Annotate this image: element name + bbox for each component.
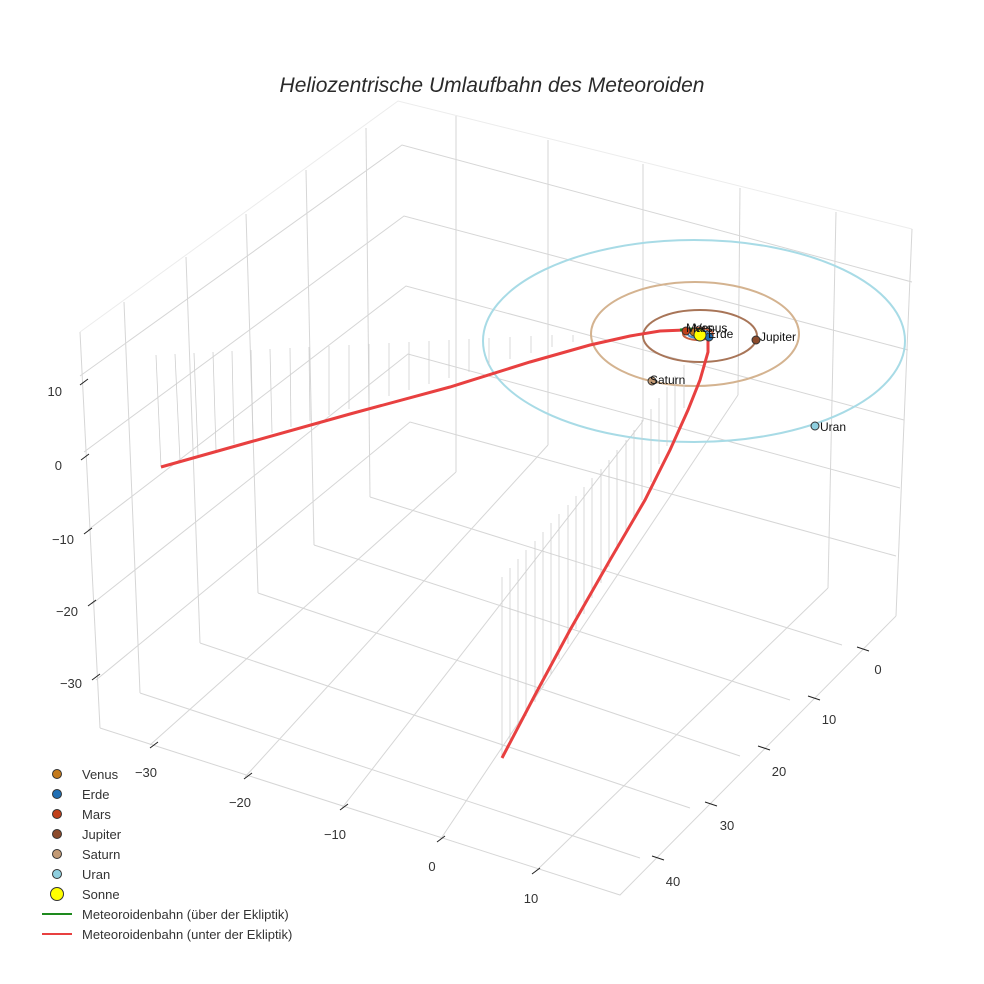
sonne-marker	[693, 328, 707, 342]
svg-text:10: 10	[524, 891, 538, 906]
svg-text:20: 20	[772, 764, 786, 779]
svg-text:−20: −20	[56, 604, 78, 619]
legend-item-sonne[interactable]: Sonne	[36, 884, 292, 904]
legend-item-mars[interactable]: Mars	[36, 804, 292, 824]
chart-title: Heliozentrische Umlaufbahn des Meteoroid…	[279, 74, 705, 97]
svg-text:0: 0	[55, 458, 62, 473]
svg-text:Saturn: Saturn	[650, 373, 685, 387]
sonne-marker-icon	[50, 887, 64, 901]
tick-marks	[79, 378, 870, 875]
svg-text:Erde: Erde	[708, 327, 734, 341]
legend-item-saturn[interactable]: Saturn	[36, 844, 292, 864]
z-axis-ticks: 10 0 −10 −20 −30	[48, 384, 82, 691]
svg-text:−20: −20	[229, 795, 251, 810]
red-line-icon	[42, 933, 72, 935]
legend-item-path-below[interactable]: Meteoroidenbahn (unter der Ekliptik)	[36, 924, 292, 944]
legend-item-uran[interactable]: Uran	[36, 864, 292, 884]
svg-text:−10: −10	[52, 532, 74, 547]
svg-text:10: 10	[822, 712, 836, 727]
uran-marker-icon	[52, 869, 62, 879]
uran-marker	[810, 421, 820, 431]
green-line-icon	[42, 913, 72, 915]
mars-marker-icon	[52, 809, 62, 819]
uran-orbit	[482, 239, 906, 443]
y-axis-ticks: 0 10 20 30 40	[666, 662, 882, 889]
svg-text:−30: −30	[60, 676, 82, 691]
svg-text:−30: −30	[135, 765, 157, 780]
erde-marker-icon	[52, 789, 62, 799]
svg-text:Jupiter: Jupiter	[760, 330, 796, 344]
svg-text:0: 0	[428, 859, 435, 874]
legend-item-erde[interactable]: Erde	[36, 784, 292, 804]
legend-item-venus[interactable]: Venus	[36, 764, 292, 784]
svg-text:40: 40	[666, 874, 680, 889]
svg-text:Mars: Mars	[686, 321, 713, 335]
svg-text:30: 30	[720, 818, 734, 833]
svg-text:10: 10	[48, 384, 62, 399]
svg-text:0: 0	[874, 662, 881, 677]
svg-text:Uran: Uran	[820, 420, 846, 434]
jupiter-marker	[751, 335, 761, 345]
jupiter-marker-icon	[52, 829, 62, 839]
saturn-marker-icon	[52, 849, 62, 859]
planet-markers[interactable]	[647, 326, 820, 431]
legend-item-jupiter[interactable]: Jupiter	[36, 824, 292, 844]
legend: Venus Erde Mars Jupiter Saturn Uran Sonn…	[36, 764, 292, 944]
saturn-orbit	[590, 281, 800, 387]
x-axis-ticks: −30 −20 −10 0 10	[135, 765, 538, 906]
planet-labels: Mars Venus Erde Jupiter Saturn Uran	[650, 321, 846, 434]
saturn-marker	[647, 376, 657, 386]
planet-orbits	[482, 239, 906, 443]
venus-marker-icon	[52, 769, 62, 779]
svg-text:Venus: Venus	[694, 321, 727, 335]
svg-text:−10: −10	[324, 827, 346, 842]
legend-item-path-above[interactable]: Meteoroidenbahn (über der Ekliptik)	[36, 904, 292, 924]
drop-lines	[155, 335, 685, 758]
meteoroid-path-below[interactable]	[160, 328, 710, 759]
